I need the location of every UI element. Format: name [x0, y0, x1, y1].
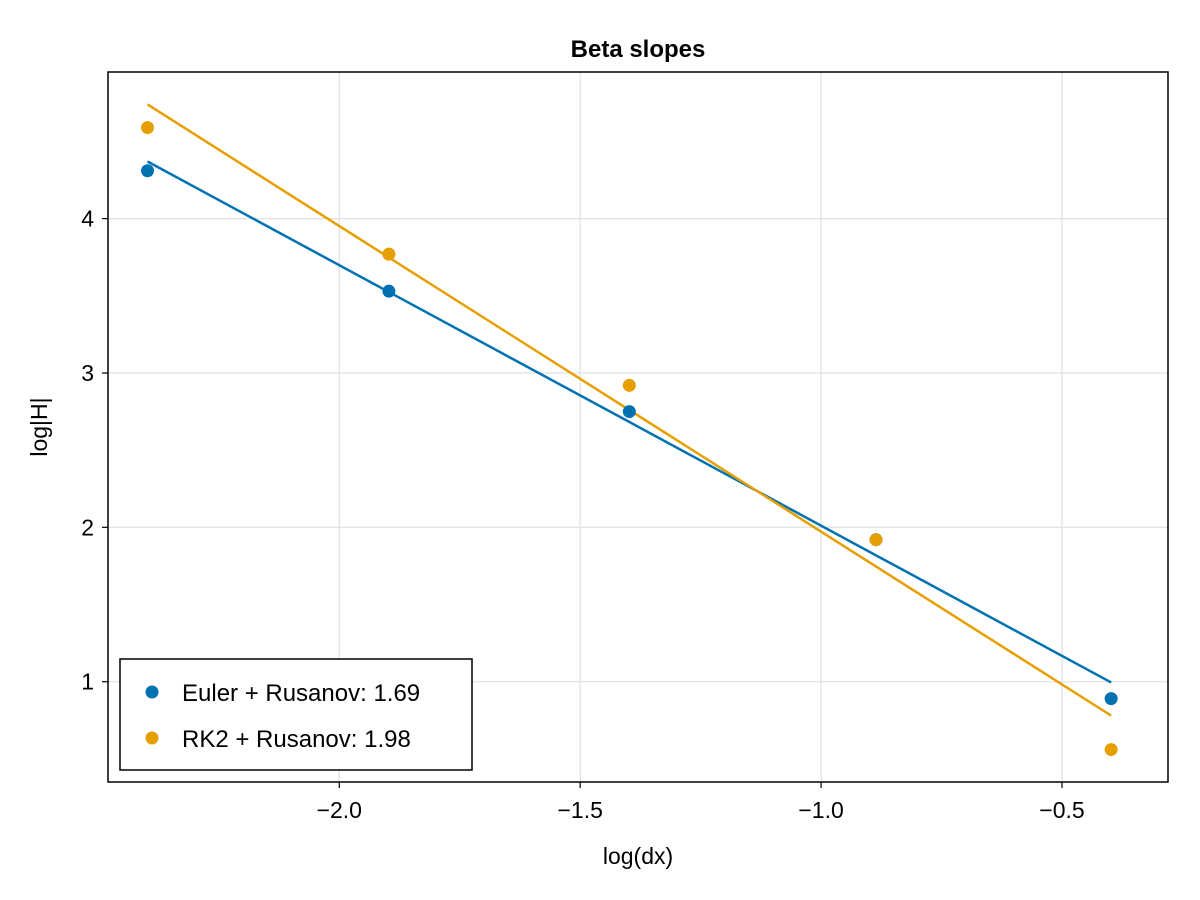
- x-tick-label: −1.0: [798, 797, 843, 823]
- data-point-series-1: [1104, 743, 1118, 757]
- y-tick-label: 3: [81, 360, 94, 386]
- legend-label-rk2: RK2 + Rusanov: 1.98: [182, 726, 411, 753]
- legend-label-euler: Euler + Rusanov: 1.69: [182, 680, 420, 707]
- y-tick-label: 4: [81, 206, 94, 232]
- data-points: [141, 121, 1118, 757]
- data-point-series-1: [622, 378, 636, 392]
- chart-title: Beta slopes: [571, 36, 706, 63]
- legend: Euler + Rusanov: 1.69 RK2 + Rusanov: 1.9…: [119, 658, 473, 771]
- x-tick-label: −1.5: [557, 797, 602, 823]
- x-axis-label: log(dx): [603, 843, 673, 869]
- y-tick-label: 1: [81, 669, 94, 695]
- y-axis-label: log|H|: [26, 397, 52, 456]
- data-point-series-1: [382, 247, 396, 261]
- y-tick-label: 2: [81, 514, 94, 540]
- x-tick-label: −2.0: [317, 797, 362, 823]
- data-point-series-1: [869, 533, 883, 547]
- legend-box: [119, 658, 473, 771]
- data-point-series-0: [141, 164, 155, 178]
- x-tick-label: −0.5: [1039, 797, 1084, 823]
- legend-marker-rk2: [145, 731, 159, 745]
- plot-frame: [107, 71, 1169, 783]
- y-axis-ticks: 1 2 3 4: [81, 206, 108, 695]
- data-point-series-0: [622, 405, 636, 419]
- legend-marker-euler: [145, 685, 159, 699]
- fit-line-series-0: [146, 160, 1112, 684]
- data-point-series-1: [141, 121, 155, 135]
- x-axis-ticks: −2.0 −1.5 −1.0 −0.5: [317, 782, 1085, 823]
- data-point-series-0: [382, 284, 396, 298]
- data-point-series-0: [1104, 692, 1118, 706]
